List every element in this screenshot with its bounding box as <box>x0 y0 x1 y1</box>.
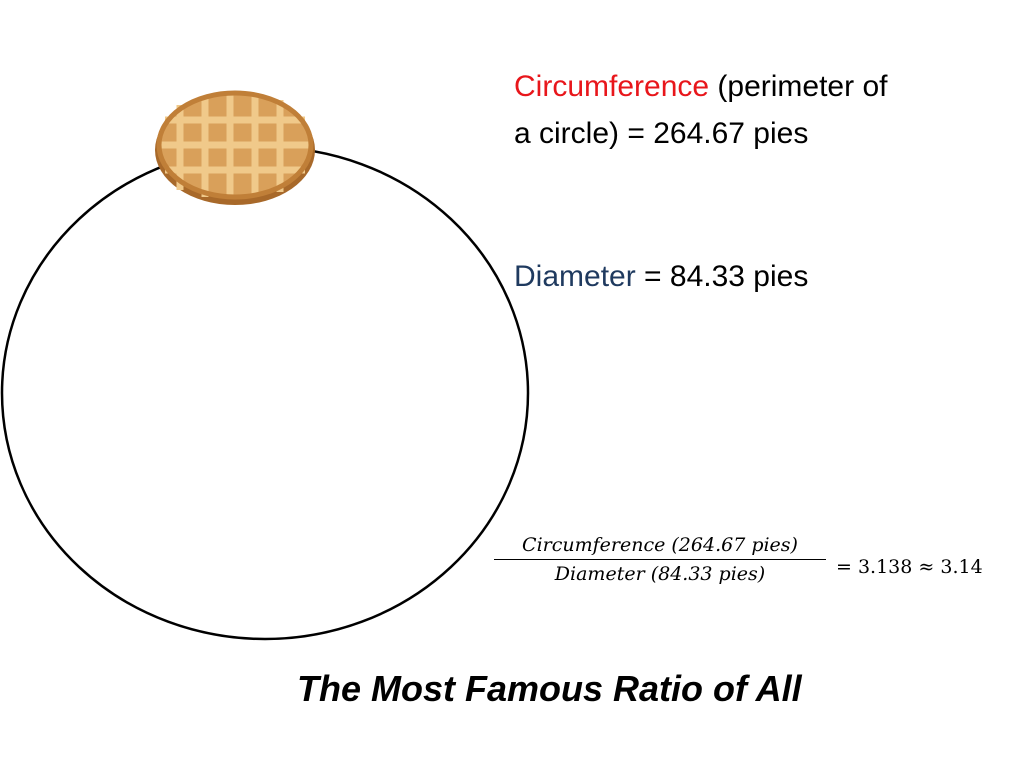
diameter-value: = 84.33 pies <box>644 260 809 293</box>
diameter-line: Diameter = 84.33 pies <box>514 260 808 294</box>
denominator: Diameter (84.33 pies) <box>554 563 766 585</box>
circumference-term: Circumference <box>514 70 710 103</box>
fraction: Circumference (264.67 pies) Diameter (84… <box>494 534 826 585</box>
pie <box>155 90 315 205</box>
diameter-term: Diameter <box>514 260 636 293</box>
circumference-line: Circumference (perimeter of <box>514 70 887 104</box>
circumference-definition: (perimeter of <box>717 70 888 103</box>
numerator: Circumference (264.67 pies) <box>494 534 826 560</box>
circumference-line-2: a circle) = 264.67 pies <box>514 117 809 150</box>
title: The Most Famous Ratio of All <box>297 668 802 709</box>
result: = 3.138 ≈ 3.14 <box>836 556 983 578</box>
circle <box>0 145 530 641</box>
